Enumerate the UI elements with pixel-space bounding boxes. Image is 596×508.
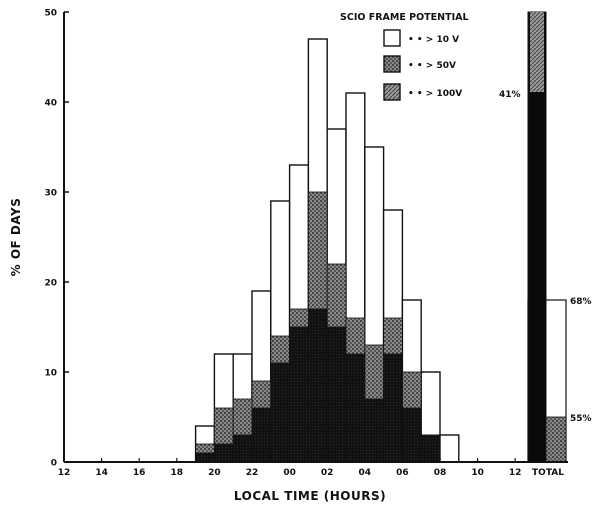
total-annotations: 68% 55% 41% [499, 90, 592, 424]
y-tick-label: 10 [44, 369, 57, 379]
bar-10v [439, 434, 460, 463]
bar-100v [345, 353, 366, 463]
bar-100v [420, 434, 441, 463]
y-ticks: 0 10 20 30 40 50 [44, 9, 69, 469]
legend-label-3: • • > 100V [408, 89, 462, 99]
legend-label-1: • • > 10 V [408, 35, 459, 45]
bar-100v [232, 434, 253, 463]
bar-100v [364, 398, 384, 463]
total-annotation-2: 55% [570, 414, 592, 424]
bar-100v [401, 407, 422, 463]
x-tick-label: 04 [359, 468, 372, 478]
y-axis-label: % OF DAYS [9, 198, 23, 277]
legend-swatch-1 [383, 29, 401, 47]
y-tick-label: 50 [44, 9, 57, 19]
x-tick-label: 02 [321, 468, 334, 478]
bar-100v [307, 308, 328, 463]
y-tick-label: 30 [44, 189, 57, 199]
bar-100v [289, 326, 309, 463]
x-tick-label: TOTAL [532, 468, 564, 478]
legend: SCIO FRAME POTENTIAL • • > 10 V • • > 50V… [340, 12, 469, 101]
y-tick-label: 40 [44, 99, 57, 109]
x-tick-label: 08 [434, 468, 447, 478]
bar-100v [383, 353, 403, 463]
total-bars [527, 11, 567, 463]
x-tick-label: 22 [246, 468, 259, 478]
total-bar-50v [545, 416, 567, 463]
total-bar-top-hatch [530, 12, 544, 92]
x-tick-label: 12 [58, 468, 71, 478]
bar-100v [195, 452, 215, 463]
x-ticks: 12 14 16 18 20 22 00 02 04 06 08 10 12 TOTAL [58, 458, 564, 478]
x-axis-label: LOCAL TIME (HOURS) [234, 489, 386, 503]
bar-100v [251, 407, 272, 463]
x-tick-label: 00 [283, 468, 296, 478]
bar-100v [326, 326, 347, 463]
x-tick-label: 14 [95, 468, 108, 478]
bar-100v [213, 443, 234, 463]
legend-swatch-3 [383, 83, 401, 101]
legend-label-2: • • > 50V [408, 61, 456, 71]
legend-title: SCIO FRAME POTENTIAL [340, 12, 469, 23]
x-tick-label: 12 [509, 468, 522, 478]
x-tick-label: 16 [133, 468, 146, 478]
series-100v-bars [195, 308, 441, 463]
bar-100v [270, 362, 290, 463]
x-tick-label: 10 [471, 468, 484, 478]
x-tick-label: 18 [171, 468, 184, 478]
x-tick-label: 20 [208, 468, 221, 478]
y-tick-label: 20 [44, 279, 57, 289]
legend-swatch-2 [383, 55, 401, 73]
total-annotation-1: 68% [570, 297, 592, 307]
axes [63, 12, 568, 463]
total-annotation-3: 41% [499, 90, 521, 100]
y-tick-label: 0 [51, 459, 57, 469]
x-tick-label: 06 [396, 468, 409, 478]
